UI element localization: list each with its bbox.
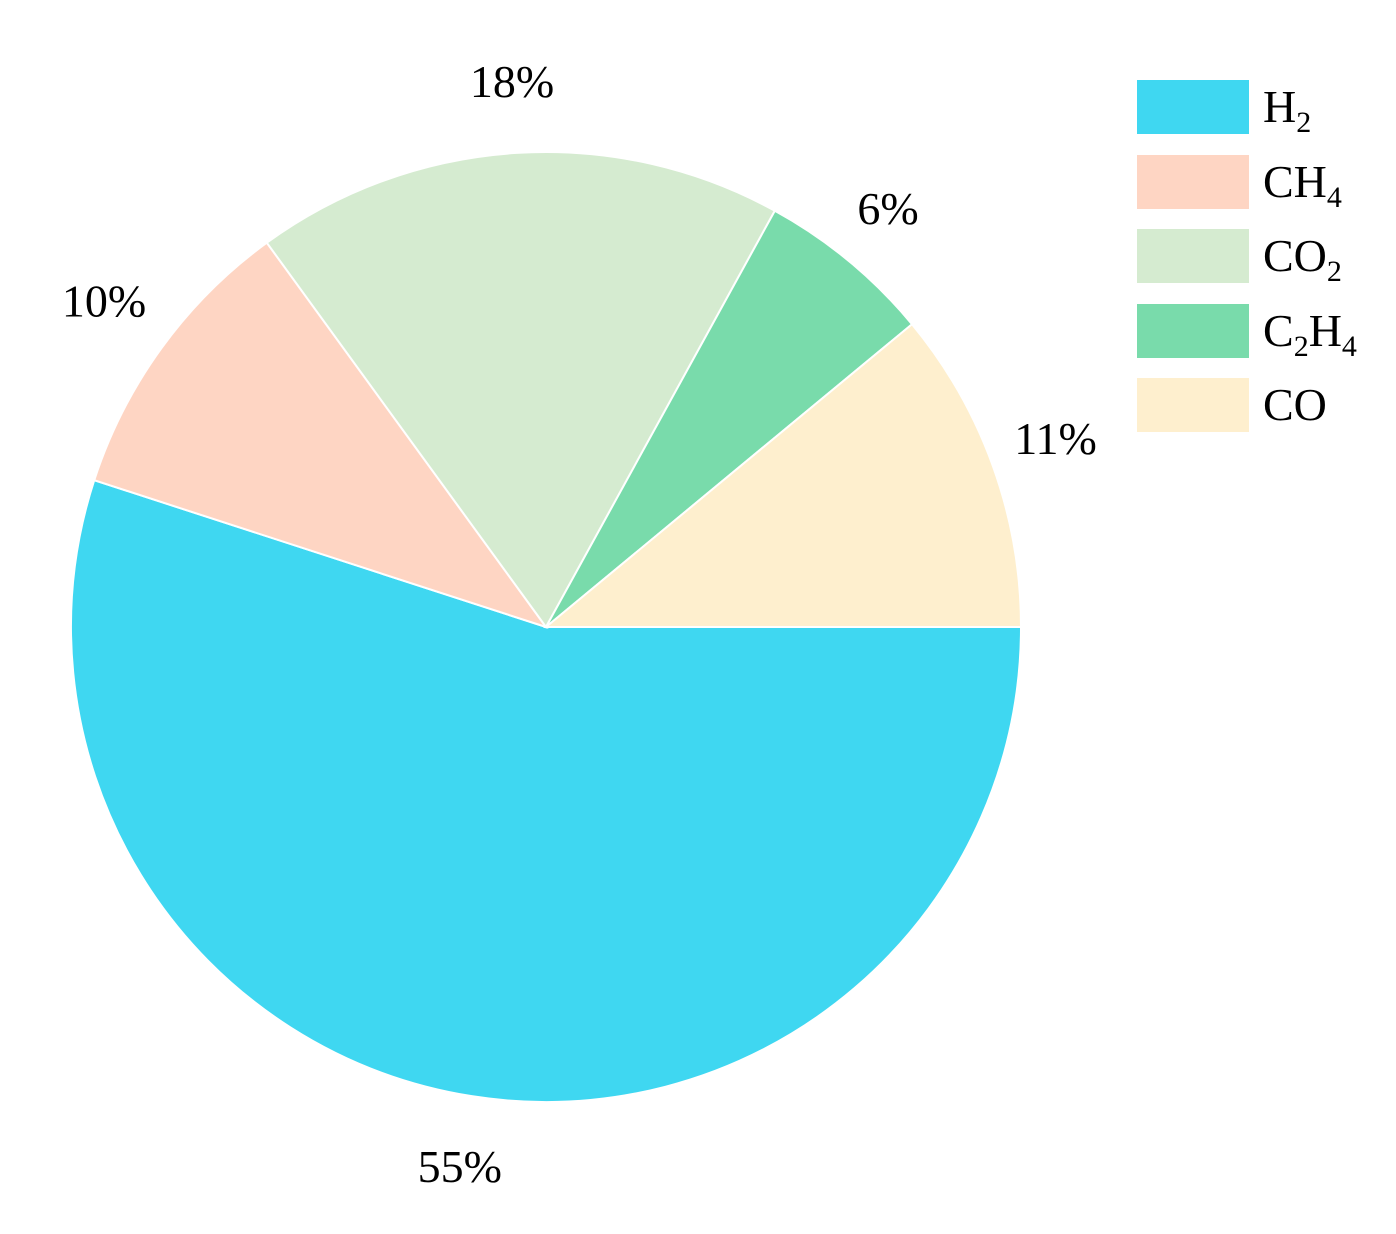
legend-swatch [1137, 229, 1249, 283]
pie-label-co: 11% [1014, 413, 1097, 464]
pie-slice-ch4 [92, 241, 549, 629]
legend-swatch [1137, 80, 1249, 134]
legend-label: CO [1263, 379, 1327, 430]
pie-label-c2h4: 6% [857, 183, 918, 234]
pie-value-labels: 55% 10% 18% 6% 11% [62, 56, 1097, 1192]
legend-item-co2: CO2 [1137, 229, 1357, 288]
pie-slice-co [543, 322, 1023, 628]
chart-legend: H2 CH4 CO2 C2H4 CO [1137, 80, 1357, 453]
legend-swatch [1137, 378, 1249, 432]
legend-label: CH4 [1263, 155, 1342, 214]
legend-label: H2 [1263, 81, 1312, 139]
pie-label-co2: 18% [470, 56, 554, 107]
legend-item-co: CO [1137, 378, 1357, 432]
pie-slice-co2 [265, 151, 777, 629]
legend-swatch [1137, 303, 1249, 358]
legend-item-h2: H2 [1137, 80, 1357, 139]
legend-label: CO2 [1263, 230, 1342, 288]
legend-label: C2H4 [1263, 304, 1357, 363]
legend-swatch [1137, 154, 1249, 209]
pie-label-ch4: 10% [62, 275, 146, 326]
legend-item-c2h4: C2H4 [1137, 303, 1357, 363]
pie-label-h2: 55% [418, 1141, 502, 1192]
pie-slices [70, 151, 1023, 1103]
pie-slice-c2h4 [545, 209, 914, 628]
pie-slice-h2 [70, 478, 1023, 1103]
legend-item-ch4: CH4 [1137, 154, 1357, 214]
